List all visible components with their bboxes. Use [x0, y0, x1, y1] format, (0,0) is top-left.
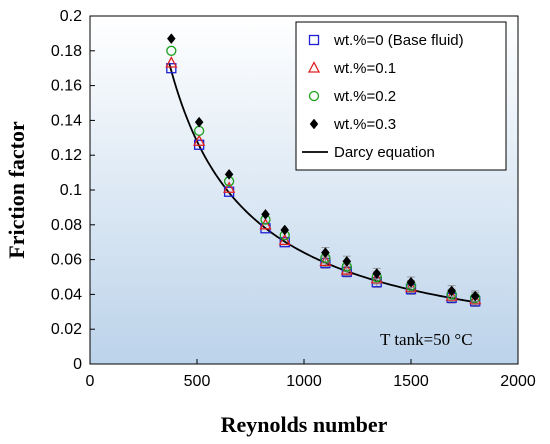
data-point-wt-0-3 — [261, 208, 270, 220]
x-tick-label: 1500 — [393, 373, 429, 390]
legend-label: wt.%=0 (Base fluid) — [333, 32, 464, 49]
data-point-wt-0-1 — [340, 263, 353, 275]
data-point-wt-0-1 — [165, 56, 178, 68]
y-tick-label: 0.16 — [51, 78, 82, 95]
data-point-wt-0-3 — [224, 168, 234, 180]
data-point-wt-0-1 — [404, 280, 418, 293]
data-point-wt-0-1 — [319, 254, 332, 266]
data-point-wt-0-1 — [445, 289, 458, 301]
data-point-wt-0-2 — [166, 45, 177, 56]
y-tick-label: 0.14 — [51, 112, 82, 129]
legend-label: Darcy equation — [334, 144, 435, 161]
y-tick-label: 0.1 — [60, 182, 82, 199]
y-axis-title: Friction factor — [4, 121, 29, 259]
legend-label: wt.%=0.3 — [333, 116, 396, 133]
legend-box — [295, 21, 507, 171]
data-point-wt-0-1 — [193, 134, 206, 146]
axis-ticks: 0 500 1000 1500 2000 0 0.02 0.04 0.06 0.08 0.1 0.12… — [51, 8, 536, 390]
x-tick-label: 500 — [184, 373, 211, 390]
y-tick-label: 0.2 — [60, 8, 82, 25]
temperature-annotation: T tank=50 °C — [380, 330, 473, 349]
y-tick-label: 0.02 — [51, 321, 82, 338]
data-point-wt-0-1 — [223, 181, 236, 193]
data-point-wt-0-3 — [470, 290, 480, 302]
data-point-wt-0-3 — [372, 268, 382, 279]
y-tick-label: 0.06 — [51, 252, 82, 269]
data-point-wt-0-3 — [280, 224, 290, 236]
data-points-layer — [165, 33, 482, 307]
legend-marker-wt-0-base-fluid — [308, 34, 320, 46]
legend-marker-wt-0-2 — [308, 90, 320, 102]
data-point-wt-0-base-fluid — [166, 63, 177, 74]
x-tick-label: 0 — [86, 373, 95, 390]
legend-marker-wt-0-1 — [307, 61, 321, 73]
data-point-wt-0-1 — [469, 292, 482, 305]
y-tick-label: 0 — [73, 356, 82, 373]
legend-marker-wt-0-3 — [309, 118, 319, 130]
legend-label: wt.%=0.2 — [333, 88, 396, 105]
data-point-wt-0-3 — [406, 276, 416, 288]
data-point-wt-0-3 — [194, 116, 204, 128]
y-tick-label: 0.04 — [51, 286, 82, 303]
y-tick-label: 0.12 — [51, 147, 82, 164]
y-tick-label: 0.18 — [51, 43, 82, 60]
x-axis-title: Reynolds number — [221, 412, 388, 437]
legend: wt.%=0 (Base fluid) wt.%=0.1 wt.%=0.2 wt.%=… — [295, 21, 507, 171]
data-point-wt-0-1 — [370, 271, 383, 284]
legend-label: wt.%=0.1 — [333, 60, 396, 77]
data-point-wt-0-3 — [447, 285, 456, 297]
data-point-wt-0-3 — [321, 247, 330, 259]
data-point-wt-0-3 — [342, 255, 352, 267]
x-tick-label: 2000 — [500, 373, 536, 390]
y-tick-label: 0.08 — [51, 217, 82, 234]
x-tick-label: 1000 — [286, 373, 322, 390]
data-point-wt-0-3 — [166, 33, 176, 45]
